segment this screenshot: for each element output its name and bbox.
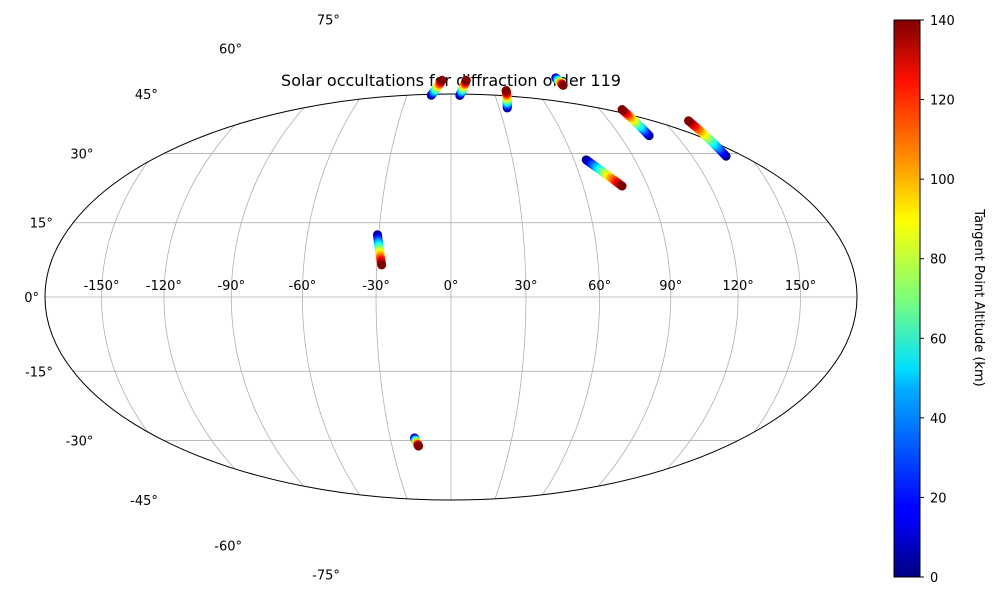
occultation-point — [617, 105, 627, 115]
occultation-point — [461, 75, 471, 85]
longitude-tick-label: 90° — [659, 279, 682, 294]
longitude-tick-label: -120° — [146, 279, 182, 294]
occultation-track — [501, 86, 512, 113]
colorbar-tick-label: 40 — [930, 412, 947, 427]
occultation-track — [581, 155, 627, 191]
colorbar: 0 20 40 60 80 100 120 140 Tangent Point Altitud… — [893, 14, 986, 586]
occultation-track — [551, 73, 568, 90]
occultation-point — [617, 181, 627, 191]
longitude-tick-label: -150° — [83, 279, 119, 294]
chart-title: Solar occultations for diffraction order… — [281, 71, 621, 90]
latitude-tick-label: -45° — [130, 494, 158, 509]
occultation-point — [414, 441, 424, 451]
colorbar-gradient — [893, 19, 921, 578]
occultation-track — [617, 105, 654, 141]
latitude-tick-label: 75° — [317, 14, 340, 29]
occultation-point — [501, 86, 511, 96]
longitude-tick-label: 0° — [444, 279, 459, 294]
longitude-tick-label: 60° — [588, 279, 611, 294]
occultation-track — [426, 75, 447, 100]
longitude-tick-label: -30° — [362, 279, 390, 294]
longitude-tick-label: -60° — [289, 279, 317, 294]
latitude-tick-label: 45° — [135, 88, 158, 103]
longitude-tick-label: 120° — [722, 279, 753, 294]
colorbar-label: Tangent Point Altitude (km) — [971, 208, 986, 386]
latitude-tick-label: 15° — [30, 217, 53, 232]
latitude-tick-label: 60° — [219, 42, 242, 57]
colorbar-tick-label: 60 — [930, 332, 947, 347]
occultation-track — [455, 75, 471, 100]
map-boundary — [44, 93, 858, 501]
occultation-point — [437, 75, 447, 85]
colorbar-tick-label: 120 — [930, 94, 955, 109]
occultation-markers — [373, 73, 731, 451]
longitude-tick-label: 150° — [785, 279, 816, 294]
colorbar-tick-label: 0 — [930, 571, 938, 586]
latitude-tick-label: -30° — [66, 435, 94, 450]
colorbar-tick-label: 140 — [930, 14, 955, 29]
occultation-track — [684, 116, 731, 161]
colorbar-tick-label: 20 — [930, 491, 947, 506]
colorbar-tick-label: 80 — [930, 253, 947, 268]
latitude-tick-label: -60° — [214, 540, 242, 555]
occultation-track — [373, 230, 387, 270]
axis-tick-labels: -150° -120° -90° -60° -30° 0° 30° 60° 90° 120° 150… — [24, 14, 816, 584]
occultation-point — [684, 116, 694, 126]
latitude-tick-label: 30° — [70, 147, 93, 162]
latitude-tick-label: -15° — [25, 365, 53, 380]
longitude-tick-label: -90° — [217, 279, 245, 294]
occultation-point — [377, 260, 387, 270]
colorbar-ticks: 0 20 40 60 80 100 120 140 — [920, 14, 955, 586]
longitude-tick-label: 30° — [514, 279, 537, 294]
colorbar-tick-label: 100 — [930, 173, 955, 188]
latitude-tick-label: 0° — [24, 291, 39, 306]
map-gridlines — [45, 94, 857, 500]
occultation-point — [558, 80, 568, 90]
latitude-tick-label: -75° — [312, 568, 340, 583]
occultation-track — [410, 433, 424, 451]
